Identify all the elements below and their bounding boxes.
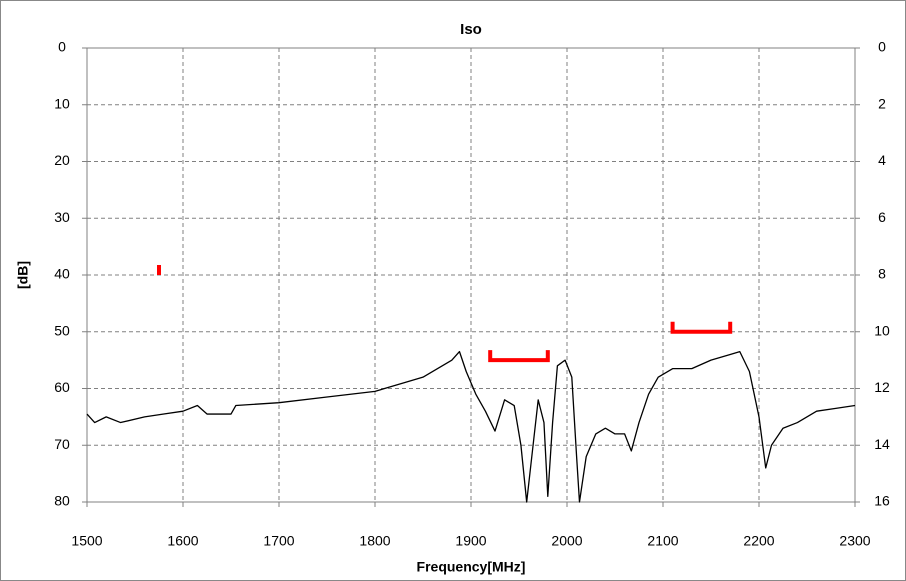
x-tick-label: 1600 xyxy=(167,533,198,549)
data-line xyxy=(86,350,856,503)
y2-tick-label: 6 xyxy=(878,209,886,225)
y-tick-label: 50 xyxy=(54,322,70,338)
y2-tick-label: 12 xyxy=(874,379,890,395)
x-tick-label: 2300 xyxy=(839,533,870,549)
y2-tick-label: 16 xyxy=(874,493,890,509)
y-tick-label: 0 xyxy=(58,39,66,55)
y-tick-label: 60 xyxy=(54,379,70,395)
x-tick-label: 1900 xyxy=(455,533,486,549)
y-axis-label: [dB] xyxy=(15,261,31,289)
y-tick-label: 80 xyxy=(54,493,70,509)
limit-mark xyxy=(670,321,733,334)
y2-tick-label: 8 xyxy=(878,266,886,282)
y-tick-label: 20 xyxy=(54,152,70,168)
y2-tick-label: 2 xyxy=(878,95,886,111)
x-tick-label: 1500 xyxy=(71,533,102,549)
y2-tick-label: 0 xyxy=(878,39,886,55)
chart-title: Iso xyxy=(460,21,482,38)
y-tick-label: 70 xyxy=(54,436,70,452)
x-tick-label: 2200 xyxy=(743,533,774,549)
y2-tick-label: 14 xyxy=(874,436,890,452)
y2-tick-label: 10 xyxy=(874,322,890,338)
y-tick-label: 10 xyxy=(54,95,70,111)
y2-tick-label: 4 xyxy=(878,152,886,168)
y-tick-label: 40 xyxy=(54,266,70,282)
x-tick-label: 1800 xyxy=(359,533,390,549)
x-tick-label: 2100 xyxy=(647,533,678,549)
x-axis-label: Frequency[MHz] xyxy=(417,559,526,575)
y-tick-label: 30 xyxy=(54,209,70,225)
limit-mark xyxy=(488,350,550,363)
x-tick-label: 2000 xyxy=(551,533,582,549)
x-tick-label: 1700 xyxy=(263,533,294,549)
